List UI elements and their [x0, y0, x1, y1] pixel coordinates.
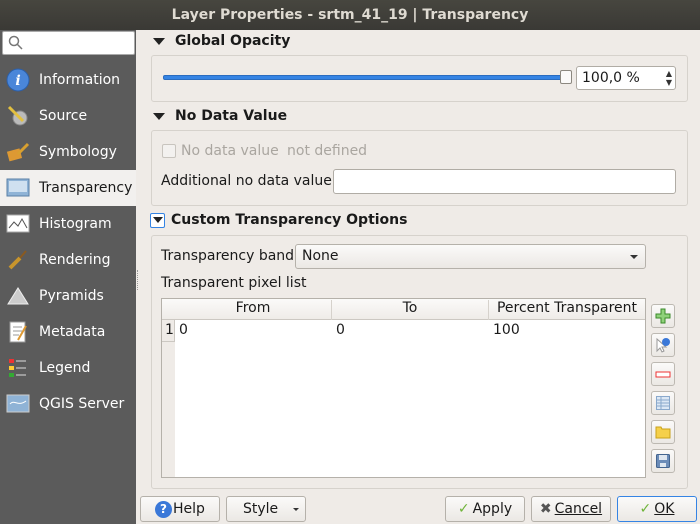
- global-opacity-group: [151, 55, 688, 102]
- column-header-percent[interactable]: Percent Transparent: [496, 300, 637, 316]
- section-title: Global Opacity: [175, 33, 291, 49]
- pixel-list-table[interactable]: From To Percent Transparent 1 0 0 100: [161, 298, 646, 478]
- help-button[interactable]: ? Help: [140, 496, 220, 522]
- row-index: 1: [162, 320, 175, 342]
- add-row-button[interactable]: [651, 304, 675, 328]
- no-data-status: not defined: [287, 143, 368, 159]
- symbology-icon: [5, 140, 31, 164]
- no-data-header[interactable]: No Data Value: [148, 108, 287, 124]
- opacity-value: 100,0 %: [582, 70, 640, 86]
- additional-no-data-label: Additional no data value: [161, 173, 332, 189]
- folder-icon: [655, 426, 671, 439]
- sidebar-item-pyramids[interactable]: Pyramids: [0, 278, 136, 314]
- sidebar-item-information[interactable]: i Information: [0, 62, 136, 98]
- cancel-label: Cancel: [554, 501, 603, 517]
- sidebar-item-legend[interactable]: Legend: [0, 350, 136, 386]
- sidebar-item-label: Metadata: [39, 324, 106, 340]
- global-opacity-header[interactable]: Global Opacity: [148, 33, 290, 49]
- column-header-to[interactable]: To: [332, 300, 489, 320]
- ok-button[interactable]: ✓ OK: [617, 496, 697, 522]
- save-icon: [656, 454, 670, 468]
- source-icon: [5, 104, 31, 128]
- sidebar-item-metadata[interactable]: Metadata: [0, 314, 136, 350]
- sidebar-item-label: Symbology: [39, 144, 117, 160]
- opacity-slider-handle[interactable]: [560, 70, 572, 84]
- section-title: Custom Transparency Options: [171, 212, 408, 228]
- table-row[interactable]: 1 0 0 100: [162, 320, 645, 342]
- legend-icon: [5, 356, 31, 380]
- sidebar-item-label: Source: [39, 108, 88, 124]
- no-data-checkbox[interactable]: [162, 144, 176, 158]
- dropdown-arrow-icon: [630, 255, 638, 259]
- server-icon: [5, 392, 31, 416]
- minus-icon: [655, 371, 671, 378]
- pointer-query-icon: [656, 337, 670, 353]
- transparency-band-select[interactable]: None: [295, 244, 646, 269]
- no-data-group: [151, 130, 688, 206]
- additional-no-data-input[interactable]: [333, 169, 676, 194]
- help-icon: ?: [155, 500, 173, 518]
- section-title: No Data Value: [175, 108, 288, 124]
- cell-from[interactable]: 0: [179, 322, 188, 338]
- ok-label: OK: [654, 501, 675, 517]
- sidebar-item-rendering[interactable]: Rendering: [0, 242, 136, 278]
- transparency-band-label: Transparency band: [161, 248, 295, 264]
- help-label: Help: [173, 501, 205, 517]
- check-icon: ✓: [639, 501, 652, 517]
- custom-transparency-checkbox[interactable]: [150, 212, 165, 228]
- remove-row-button[interactable]: [651, 362, 675, 386]
- apply-label: Apply: [472, 501, 513, 517]
- sidebar-search-input[interactable]: [2, 31, 135, 55]
- sidebar-item-label: QGIS Server: [39, 396, 125, 412]
- info-icon: i: [5, 68, 31, 92]
- sidebar-item-transparency[interactable]: Transparency: [0, 170, 136, 206]
- table-icon: [656, 396, 670, 410]
- sidebar-item-qgis-server[interactable]: QGIS Server: [0, 386, 136, 422]
- x-icon: ✖: [539, 501, 552, 517]
- search-icon: [8, 35, 23, 50]
- collapse-arrow-icon: [153, 37, 165, 45]
- sidebar-item-label: Legend: [39, 360, 91, 376]
- sidebar-item-label: Pyramids: [39, 288, 104, 304]
- default-values-button[interactable]: [651, 391, 675, 415]
- import-button[interactable]: [651, 420, 675, 444]
- band-value: None: [302, 248, 339, 264]
- plus-icon: [655, 308, 671, 324]
- sidebar-item-histogram[interactable]: Histogram: [0, 206, 136, 242]
- pixel-list-label: Transparent pixel list: [161, 275, 307, 291]
- check-icon: ✓: [457, 501, 470, 517]
- sidebar-item-label: Information: [39, 72, 121, 88]
- pyramids-icon: [5, 284, 31, 308]
- collapse-arrow-icon: [153, 112, 165, 120]
- sidebar-item-source[interactable]: Source: [0, 98, 136, 134]
- cancel-button[interactable]: ✖ Cancel: [531, 496, 611, 522]
- cell-percent[interactable]: 100: [493, 322, 520, 338]
- opacity-slider-track[interactable]: [163, 75, 566, 80]
- spin-arrows-icon[interactable]: ▲ ▼: [665, 69, 672, 87]
- splitter-handle[interactable]: [137, 270, 139, 290]
- no-data-checkbox-label: No data value: [181, 143, 279, 159]
- custom-transparency-group: [151, 235, 688, 489]
- transparency-icon: [5, 176, 31, 200]
- style-label: Style: [243, 501, 279, 517]
- window-title: Layer Properties - srtm_41_19 | Transpar…: [0, 0, 700, 30]
- column-header-from[interactable]: From: [175, 300, 332, 320]
- expanded-arrow-icon: [152, 217, 163, 223]
- svg-text:i: i: [15, 73, 20, 89]
- export-button[interactable]: [651, 449, 675, 473]
- sidebar-item-label: Transparency: [39, 180, 133, 196]
- sidebar-item-label: Rendering: [39, 252, 111, 268]
- custom-transparency-header[interactable]: Custom Transparency Options: [150, 212, 407, 228]
- apply-button[interactable]: ✓ Apply: [445, 496, 525, 522]
- sidebar-item-label: Histogram: [39, 216, 112, 232]
- sidebar-item-symbology[interactable]: Symbology: [0, 134, 136, 170]
- dropdown-arrow-icon: [293, 508, 299, 511]
- metadata-icon: [5, 320, 31, 344]
- opacity-spinbox[interactable]: 100,0 % ▲ ▼: [576, 66, 676, 90]
- histogram-icon: [5, 212, 31, 236]
- cell-to[interactable]: 0: [336, 322, 345, 338]
- rendering-icon: [5, 248, 31, 272]
- style-button[interactable]: Style: [226, 496, 306, 522]
- add-from-display-button[interactable]: [651, 333, 675, 357]
